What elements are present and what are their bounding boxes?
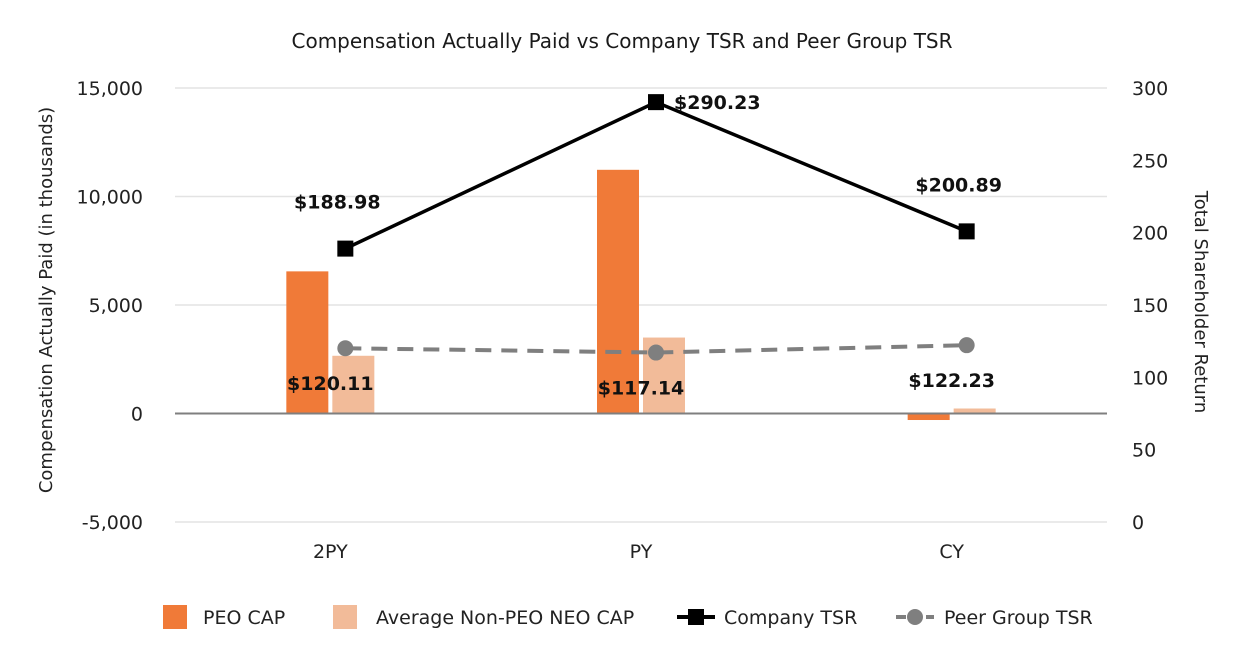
data-labels: $188.98 $290.23 $200.89 $120.11 $117.14 $122.… [287,92,1002,399]
legend-swatch-average-non-peo-neo-cap [333,605,357,629]
peer-group-tsr-point [337,340,354,357]
x-tick-label: PY [630,541,653,563]
peer-group-tsr-data-label: $120.11 [287,373,374,395]
company-tsr-data-label: $200.89 [915,174,1002,196]
y-tick-label: -5,000 [82,512,143,534]
company-tsr-data-label: $188.98 [294,192,381,214]
legend-marker-company-tsr [688,609,704,625]
y2-tick-label: 250 [1132,150,1168,172]
y-tick-label: 15,000 [77,78,143,100]
y-tick-label: 0 [131,404,143,426]
y2-tick-label: 100 [1132,367,1168,389]
y2-tick-label: 300 [1132,78,1168,100]
company-tsr-data-label: $290.23 [674,92,761,114]
company-tsr-point [648,94,664,111]
y2-tick-label: 0 [1132,512,1144,534]
bar-peo-cap [286,271,329,414]
gridlines [175,87,1107,523]
bar-neo-cap [953,408,996,414]
peer-group-tsr-data-label: $117.14 [598,378,685,400]
company-tsr-line [344,100,968,251]
x-axis-ticks: 2PY PY CY [313,541,964,563]
company-tsr-point [337,240,354,257]
bar-neo-cap [332,355,375,414]
bar-peo-cap [907,413,950,421]
legend: PEO CAP Average Non-PEO NEO CAP Company TS… [163,605,1093,629]
legend-label-peo-cap: PEO CAP [203,607,285,629]
legend-label-average-non-peo-neo-cap: Average Non-PEO NEO CAP [376,607,634,629]
legend-swatch-peo-cap [163,605,187,629]
peer-group-tsr-data-label: $122.23 [908,370,995,392]
y-axis-label: Compensation Actually Paid (in thousands… [36,107,57,493]
y2-axis-label: Total Shareholder Return [1190,190,1211,413]
y2-tick-label: 200 [1132,223,1168,245]
x-tick-label: 2PY [313,541,348,563]
y2-tick-label: 150 [1132,295,1168,317]
chart-title: Compensation Actually Paid vs Company TS… [292,29,953,53]
legend-label-peer-group-tsr: Peer Group TSR [944,607,1093,629]
bar-peo-cap [597,169,639,414]
y-tick-label: 5,000 [89,295,143,317]
company-tsr-point [958,223,975,240]
left-axis-ticks: -5,000 0 5,000 10,000 15,000 [77,78,143,534]
y-tick-label: 10,000 [77,187,143,209]
y2-tick-label: 50 [1132,440,1156,462]
peer-group-tsr-point [648,344,664,361]
tsr-lines [337,94,975,361]
legend-label-company-tsr: Company TSR [724,607,857,629]
right-axis-ticks: 0 50 100 150 200 250 300 [1132,78,1168,534]
peer-group-tsr-point [958,337,975,354]
legend-marker-peer-group-tsr [907,609,923,625]
x-tick-label: CY [939,541,964,563]
